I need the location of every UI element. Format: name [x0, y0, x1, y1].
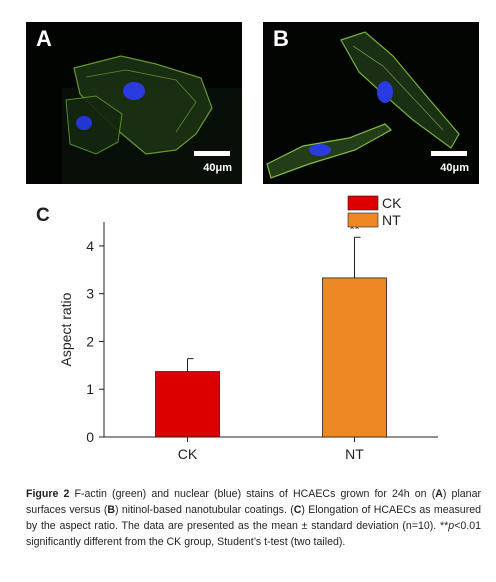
bar-nt: [322, 277, 387, 438]
caption-text-3: ) nitinol-based nanotubular coatings. (: [115, 504, 294, 516]
y-tick-label: 1: [86, 381, 94, 397]
scale-bar-a: [194, 151, 230, 156]
caption-text-1: F-actin (green) and nuclear (blue) stain…: [69, 488, 436, 500]
legend-swatch-ck: [347, 195, 379, 211]
y-tick-label: 4: [86, 238, 94, 254]
caption-p-symbol: p: [448, 520, 455, 532]
legend-swatch-nt: [347, 212, 379, 228]
chart-panel-letter: C: [36, 205, 50, 226]
figure-label: Figure 2: [26, 488, 70, 500]
scale-label-b: 40μm: [440, 162, 469, 174]
significance-marker: **: [349, 221, 359, 236]
legend-label-nt: NT: [382, 212, 401, 228]
micrograph-image-b: [263, 22, 479, 184]
caption-text-2: ) planar surfaces versus (: [26, 488, 481, 516]
scale-bar-b: [431, 151, 467, 156]
legend-label-ck: CK: [382, 195, 402, 211]
micrograph-panel-b: B 40μm: [263, 22, 479, 184]
x-tick-label-ck: CK: [178, 446, 198, 462]
y-tick-label: 0: [86, 429, 94, 445]
x-tick-label-nt: NT: [345, 446, 364, 462]
panel-letter-b: B: [273, 26, 289, 51]
caption-panel-b-ref: B: [107, 504, 116, 516]
y-tick-label: 3: [86, 286, 94, 302]
panel-letter-a: A: [36, 26, 52, 51]
figure-caption: Figure 2 F-actin (green) and nuclear (bl…: [26, 486, 481, 550]
caption-text-5: <0.01 significantly different from the C…: [26, 520, 481, 548]
y-tick-label: 2: [86, 333, 94, 349]
caption-text-4: ) Elongation of HCAECs as measured by th…: [26, 504, 482, 532]
micrograph-panel-a: A 40μm: [26, 22, 242, 184]
caption-panel-c-ref: C: [293, 504, 302, 516]
caption-panel-a-ref: A: [435, 488, 443, 500]
scale-label-a: 40μm: [203, 162, 232, 174]
bar-ck: [155, 371, 220, 438]
micrograph-image-a: [26, 22, 242, 184]
y-axis-label: Aspect ratio: [58, 292, 74, 366]
